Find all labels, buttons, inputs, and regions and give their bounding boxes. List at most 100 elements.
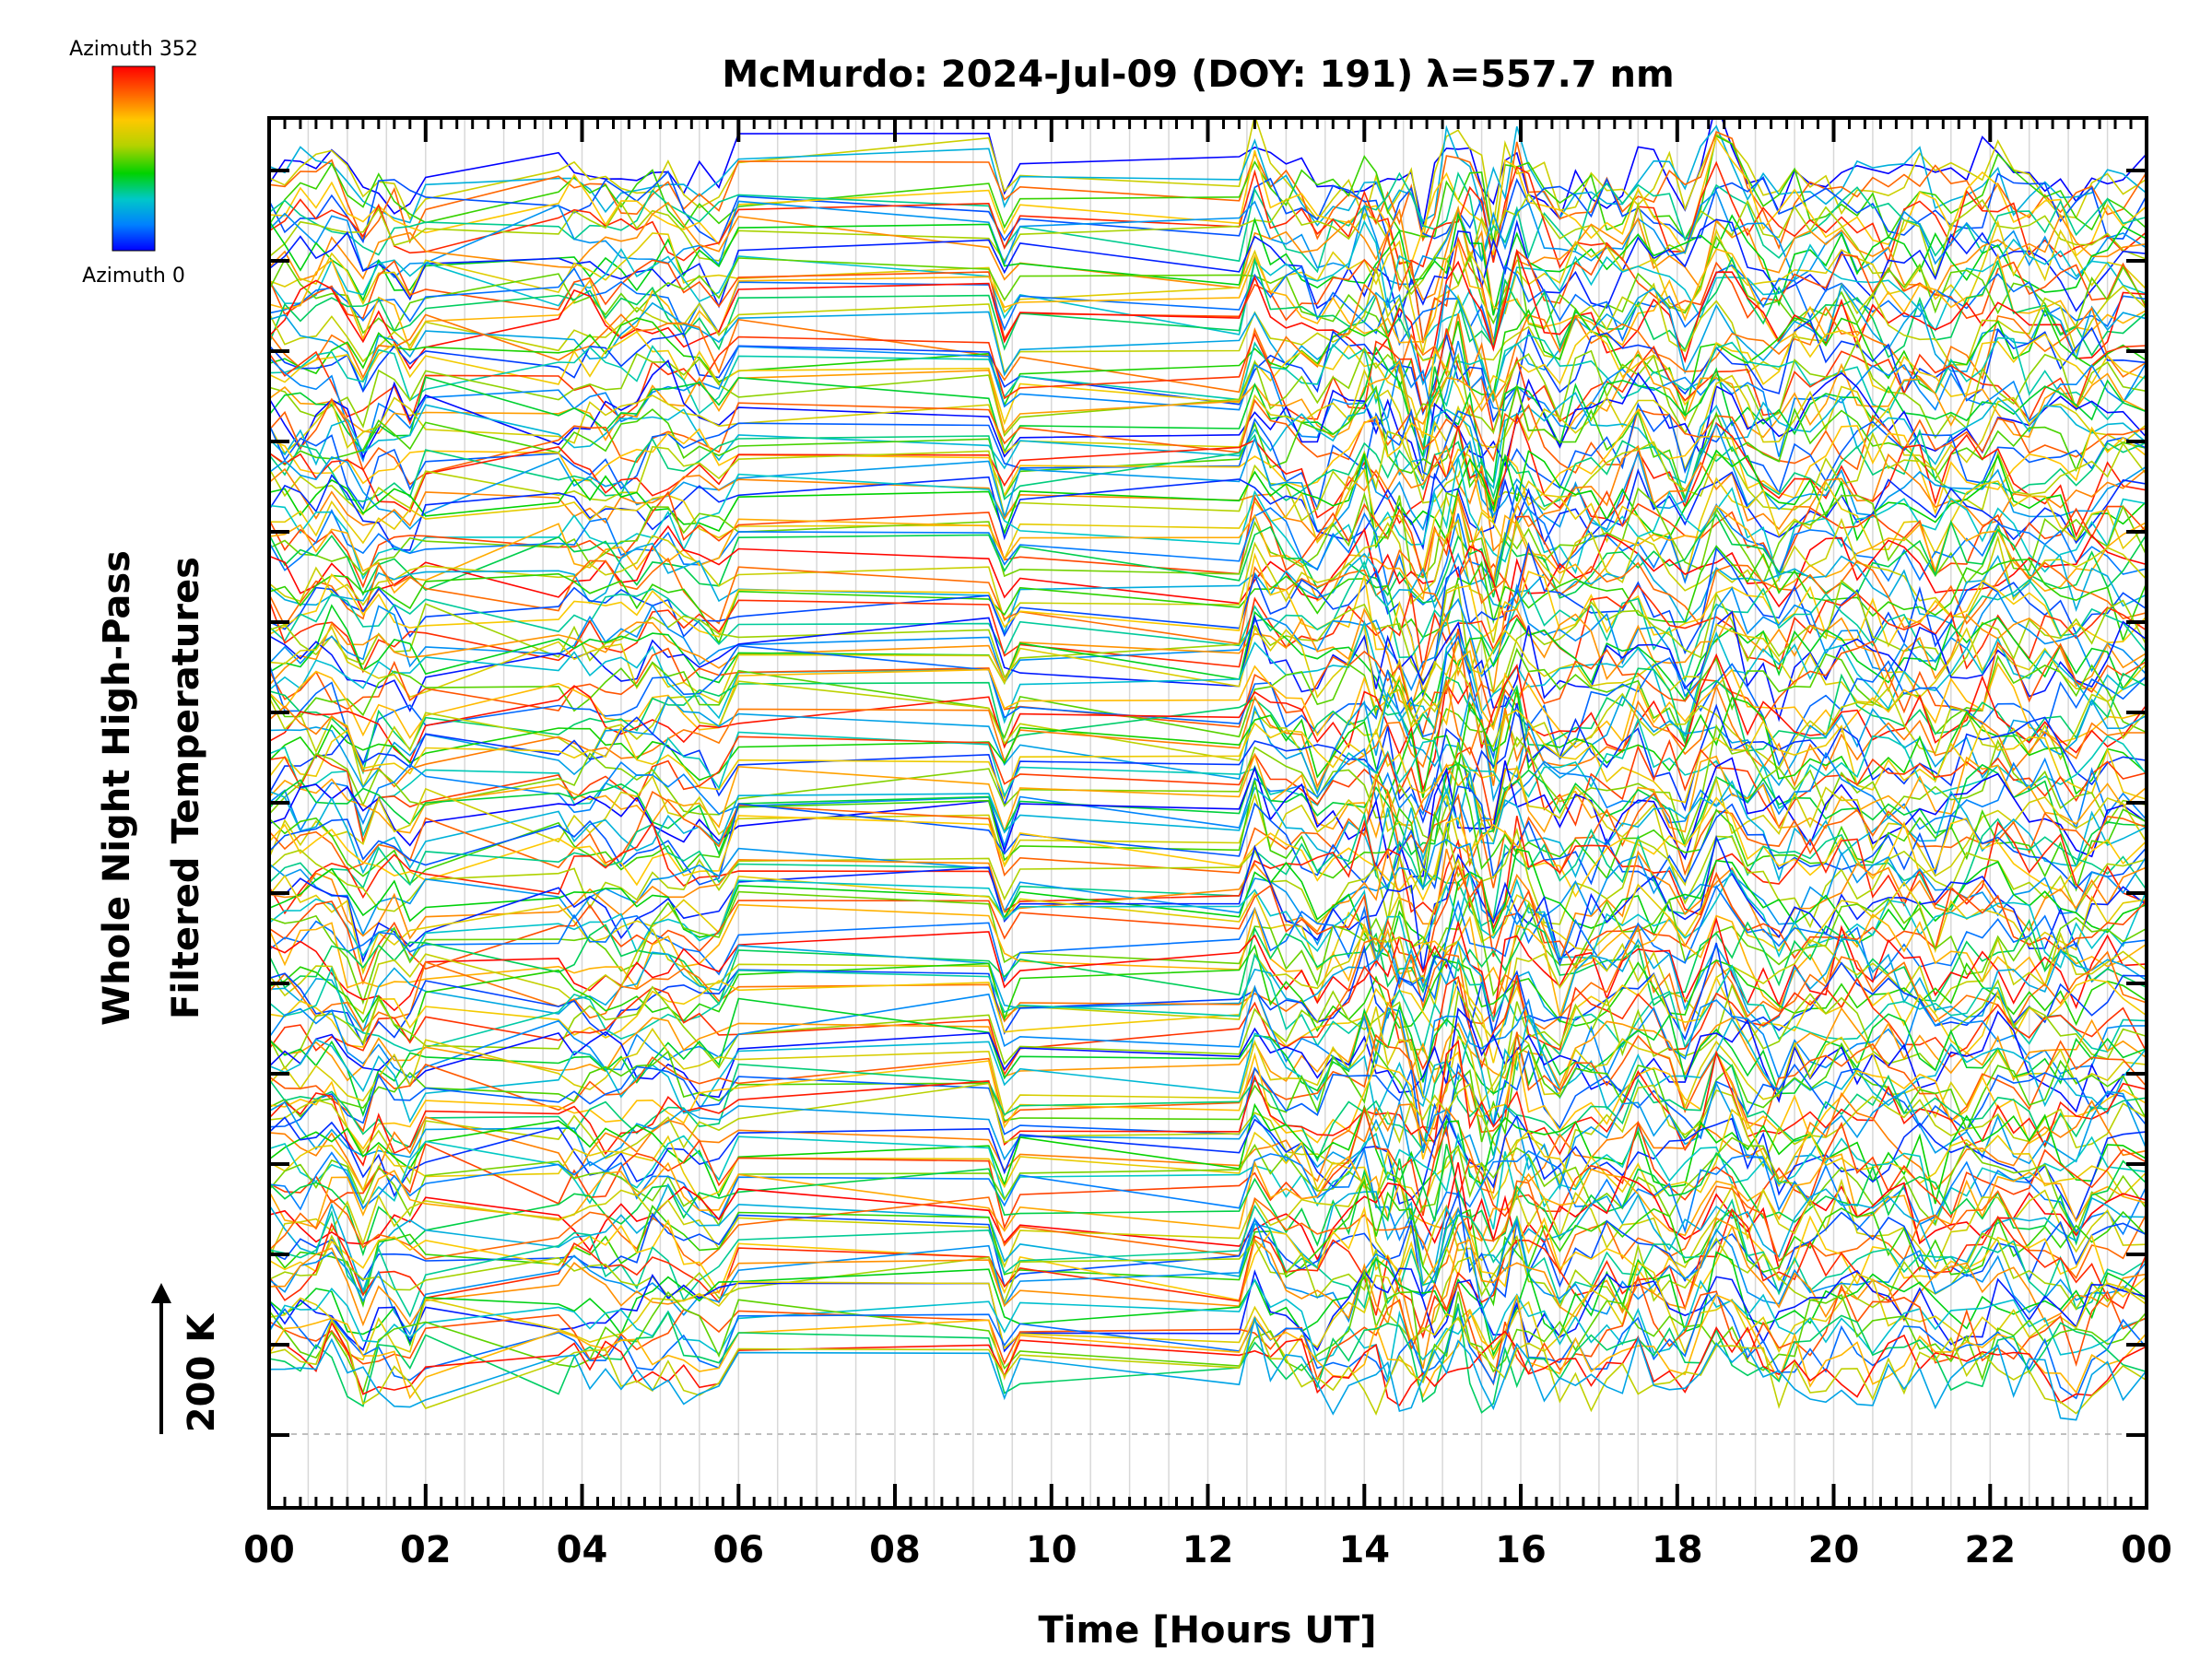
- trace-line: [269, 604, 2147, 710]
- x-tick-label: 18: [1652, 1529, 1703, 1571]
- trace-line: [269, 552, 2147, 694]
- chart-title: McMurdo: 2024-Jul-09 (DOY: 191) λ=557.7 …: [722, 53, 1674, 96]
- x-tick-label: 20: [1808, 1529, 1860, 1571]
- x-tick-label: 16: [1495, 1529, 1547, 1571]
- trace-line: [269, 1217, 2147, 1370]
- trace-line: [269, 937, 2147, 1041]
- trace-line: [269, 1006, 2147, 1119]
- x-tick-label: 00: [243, 1529, 295, 1571]
- x-tick-label: 08: [869, 1529, 921, 1571]
- trace-line: [269, 201, 2147, 315]
- trace-line: [269, 679, 2147, 789]
- trace-line: [269, 248, 2147, 383]
- trace-line: [269, 1251, 2147, 1358]
- trace-line: [269, 560, 2147, 683]
- trace-line: [269, 979, 2147, 1097]
- trace-line: [269, 118, 2147, 241]
- trace-line: [269, 449, 2147, 549]
- trace-line: [269, 1198, 2147, 1318]
- trace-line: [269, 402, 2147, 521]
- trace-line: [269, 885, 2147, 1001]
- trace-line: [269, 457, 2147, 582]
- trace-line: [269, 546, 2147, 645]
- trace-line: [269, 965, 2147, 1077]
- trace-line: [269, 135, 2147, 265]
- trace-line: [269, 649, 2147, 748]
- trace-line: [269, 1012, 2147, 1125]
- x-tick-label: 22: [1964, 1529, 2016, 1571]
- trace-line: [269, 190, 2147, 286]
- trace-line: [269, 513, 2147, 604]
- trace-line: [269, 834, 2147, 972]
- trace-line: [269, 953, 2147, 1056]
- trace-line: [269, 267, 2147, 375]
- trace-line: [269, 864, 2147, 985]
- trace-line: [269, 848, 2147, 964]
- colorbar-bottom-label: Azimuth 0: [82, 265, 185, 288]
- trace-line: [269, 635, 2147, 767]
- trace-line: [269, 219, 2147, 347]
- trace-line: [269, 346, 2147, 485]
- trace-line: [269, 219, 2147, 353]
- trace-line: [269, 816, 2147, 931]
- trace-line: [269, 1261, 2147, 1361]
- trace-line: [269, 785, 2147, 890]
- trace-line: [269, 584, 2147, 674]
- trace-line: [269, 691, 2147, 803]
- trace-line: [269, 924, 2147, 1033]
- trace-line: [269, 307, 2147, 418]
- trace-line: [269, 468, 2147, 551]
- trace-line: [269, 868, 2147, 970]
- trace-line: [269, 422, 2147, 532]
- trace-line: [269, 241, 2147, 352]
- trace-line: [269, 1174, 2147, 1274]
- trace-line: [269, 1091, 2147, 1194]
- trace-line: [269, 1052, 2147, 1162]
- trace-line: [269, 838, 2147, 947]
- trace-line: [269, 368, 2147, 482]
- trace-line: [269, 735, 2147, 845]
- trace-line: [269, 329, 2147, 439]
- trace-line: [269, 1270, 2147, 1394]
- trace-line: [269, 340, 2147, 463]
- trace-line: [269, 918, 2147, 1007]
- y-axis-title-line2: Filtered Temperatures: [165, 557, 207, 1019]
- trace-line: [269, 1041, 2147, 1143]
- trace-line: [269, 545, 2147, 645]
- y-axis-title-line1: Whole Night High-Pass: [96, 550, 138, 1026]
- plot-frame: [267, 116, 2148, 1510]
- trace-line: [269, 524, 2147, 621]
- trace-line: [269, 1293, 2147, 1400]
- trace-line: [269, 496, 2147, 602]
- trace-line: [269, 1106, 2147, 1230]
- trace-line: [269, 771, 2147, 883]
- trace-line: [269, 444, 2147, 552]
- x-tick-label: 12: [1182, 1529, 1234, 1571]
- scale-bar-label: 200 K: [181, 1312, 223, 1432]
- trace-line: [269, 487, 2147, 589]
- trace-line: [269, 135, 2147, 245]
- trace-line: [269, 607, 2147, 710]
- x-tick-label: 06: [712, 1529, 764, 1571]
- x-axis-title: Time [Hours UT]: [1039, 1609, 1377, 1652]
- trace-line: [269, 235, 2147, 340]
- trace-line: [269, 628, 2147, 735]
- trace-line: [269, 170, 2147, 260]
- trace-line: [269, 397, 2147, 486]
- x-tick-label: 02: [400, 1529, 452, 1571]
- trace-line: [269, 430, 2147, 522]
- scale-bar: [151, 1283, 171, 1434]
- x-tick-labels: 00 02 04 06 08 10 12 14 16 18 20 22 00: [243, 1529, 2172, 1571]
- trace-line: [269, 124, 2147, 227]
- trace-line: [269, 467, 2147, 584]
- trace-line: [269, 778, 2147, 888]
- trace-line: [269, 1162, 2147, 1272]
- trace-line: [269, 131, 2147, 251]
- trace-line: [269, 1315, 2147, 1416]
- trace-line: [269, 160, 2147, 269]
- trace-line: [269, 1267, 2147, 1353]
- x-tick-label: 14: [1338, 1529, 1390, 1571]
- colorbar: [112, 65, 156, 252]
- x-tick-label: 10: [1026, 1529, 1077, 1571]
